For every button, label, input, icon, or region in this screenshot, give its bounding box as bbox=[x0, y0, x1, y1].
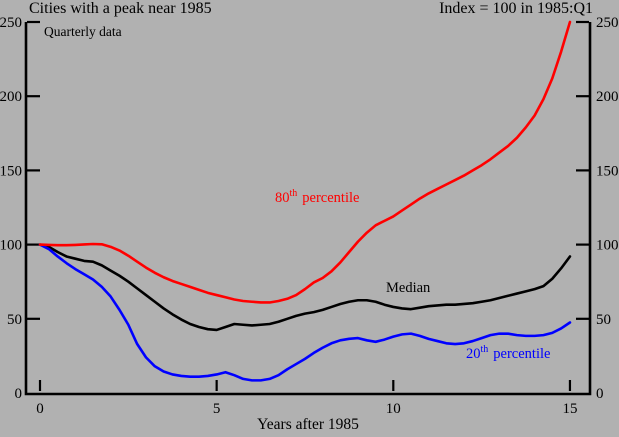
x-tick-label: 10 bbox=[386, 401, 401, 417]
y-tick-label-right: 100 bbox=[596, 238, 619, 254]
y-tick-label-right: 200 bbox=[596, 89, 619, 105]
y-tick-label-left: 200 bbox=[0, 89, 22, 105]
series-label-20th-percentile: 20th percentile bbox=[466, 344, 550, 363]
chart-title: Cities with a peak near 1985 bbox=[29, 0, 212, 17]
quarterly-data-note: Quarterly data bbox=[44, 24, 122, 39]
axis-frame bbox=[24, 22, 592, 396]
median-line bbox=[38, 243, 572, 332]
series-label-80th-rest: percentile bbox=[302, 189, 360, 206]
series-label-20th-num: 20 bbox=[466, 345, 481, 362]
series-label-20th-sup: th bbox=[480, 344, 489, 355]
y-tick-label-left: 0 bbox=[15, 386, 23, 402]
y-tick-label-left: 100 bbox=[0, 238, 22, 254]
y-tick-label-right: 250 bbox=[596, 15, 619, 31]
y-tick-label-right: 50 bbox=[596, 312, 611, 328]
series-label-80th-num: 80 bbox=[275, 189, 290, 206]
x-axis-label: Years after 1985 bbox=[257, 416, 359, 433]
x-tick-label: 15 bbox=[562, 401, 577, 417]
20th-percentile-line bbox=[38, 243, 572, 382]
series-label-median: Median bbox=[386, 280, 431, 296]
series-label-80th-sup: th bbox=[289, 188, 298, 199]
y-tick-label-left: 250 bbox=[0, 15, 22, 31]
series-label-20th-rest: percentile bbox=[493, 345, 551, 362]
y-tick-label-right: 150 bbox=[596, 163, 619, 179]
y-tick-label-right: 0 bbox=[596, 386, 604, 402]
y-tick-label-left: 150 bbox=[0, 163, 22, 179]
series-label-80th-percentile: 80th percentile bbox=[275, 188, 359, 207]
index-note: Index = 100 in 1985:Q1 bbox=[439, 0, 593, 17]
80th-percentile-line bbox=[38, 20, 572, 304]
x-tick-label: 0 bbox=[36, 401, 44, 417]
x-tick-label: 5 bbox=[213, 401, 221, 417]
y-tick-label-left: 50 bbox=[7, 312, 22, 328]
